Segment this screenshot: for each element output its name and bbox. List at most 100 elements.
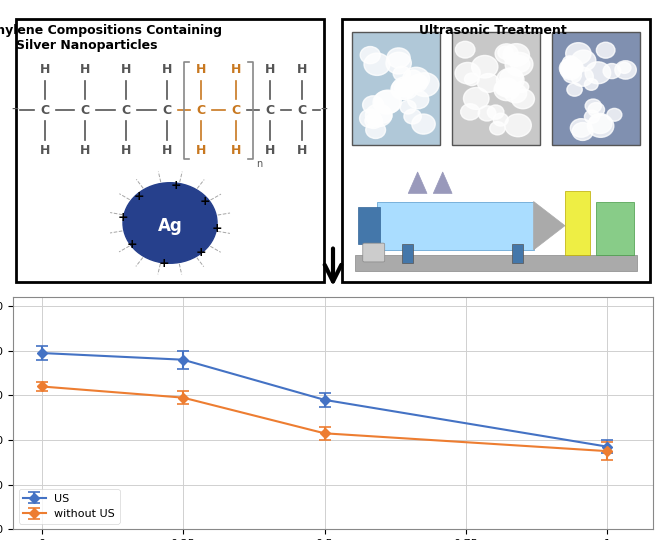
Circle shape	[143, 199, 188, 238]
Text: C: C	[163, 104, 171, 117]
Circle shape	[584, 110, 599, 123]
Circle shape	[373, 91, 400, 114]
Circle shape	[132, 191, 203, 252]
Circle shape	[567, 83, 582, 96]
FancyBboxPatch shape	[596, 201, 634, 255]
Circle shape	[585, 99, 601, 113]
Circle shape	[497, 68, 524, 92]
Circle shape	[360, 109, 381, 127]
Circle shape	[503, 44, 529, 66]
Circle shape	[494, 113, 508, 126]
FancyBboxPatch shape	[17, 19, 324, 282]
Circle shape	[374, 90, 402, 113]
Circle shape	[615, 60, 636, 79]
Text: H: H	[80, 144, 91, 157]
Text: H: H	[265, 144, 276, 157]
Circle shape	[408, 91, 429, 109]
Circle shape	[136, 194, 198, 247]
Text: Ultrasonic Treatment: Ultrasonic Treatment	[419, 24, 567, 37]
Circle shape	[148, 204, 180, 232]
Circle shape	[596, 42, 615, 58]
Circle shape	[364, 53, 390, 76]
Circle shape	[515, 81, 529, 92]
Circle shape	[387, 48, 410, 68]
Text: H: H	[121, 63, 131, 77]
Circle shape	[408, 75, 428, 92]
Circle shape	[154, 210, 170, 223]
Circle shape	[140, 197, 192, 241]
Polygon shape	[434, 172, 452, 193]
Circle shape	[135, 193, 200, 248]
Circle shape	[131, 190, 205, 253]
Circle shape	[392, 77, 418, 99]
Circle shape	[374, 108, 392, 123]
Text: Polyethylene Compositions Containing
Silver Nanoparticles: Polyethylene Compositions Containing Sil…	[0, 24, 222, 52]
Circle shape	[151, 206, 176, 228]
Circle shape	[589, 113, 612, 133]
Circle shape	[125, 184, 215, 261]
Text: +: +	[127, 238, 138, 251]
Circle shape	[394, 79, 416, 97]
Text: +: +	[118, 211, 129, 224]
Circle shape	[587, 114, 614, 137]
Text: H: H	[162, 144, 172, 157]
Polygon shape	[533, 201, 565, 250]
Circle shape	[563, 56, 577, 68]
Text: H: H	[230, 144, 241, 157]
Circle shape	[505, 52, 533, 76]
FancyBboxPatch shape	[552, 32, 640, 145]
Circle shape	[123, 183, 217, 264]
Text: C: C	[231, 104, 240, 117]
FancyBboxPatch shape	[352, 32, 440, 145]
Circle shape	[129, 188, 207, 255]
Circle shape	[456, 41, 475, 58]
Text: +: +	[159, 257, 169, 270]
Circle shape	[500, 68, 523, 87]
Text: +: +	[133, 190, 144, 202]
Text: H: H	[296, 63, 307, 77]
Text: H: H	[162, 63, 172, 77]
Circle shape	[403, 68, 430, 90]
Text: +: +	[199, 195, 210, 208]
Circle shape	[585, 78, 598, 90]
Circle shape	[152, 207, 174, 227]
Circle shape	[464, 87, 489, 110]
Circle shape	[561, 58, 583, 77]
Circle shape	[498, 46, 513, 59]
Circle shape	[496, 78, 518, 97]
Circle shape	[137, 195, 196, 245]
Text: H: H	[196, 63, 206, 77]
Text: +: +	[171, 179, 182, 192]
Circle shape	[410, 75, 428, 89]
Circle shape	[144, 200, 186, 237]
Text: –: –	[320, 103, 327, 117]
FancyBboxPatch shape	[355, 255, 637, 271]
Circle shape	[412, 114, 435, 134]
Text: C: C	[81, 104, 90, 117]
Circle shape	[157, 212, 166, 220]
Legend: US, without US: US, without US	[19, 489, 120, 524]
Circle shape	[588, 103, 605, 117]
Circle shape	[563, 67, 581, 83]
Circle shape	[488, 105, 504, 119]
Circle shape	[505, 114, 531, 137]
Circle shape	[495, 44, 518, 64]
Circle shape	[511, 89, 534, 109]
Circle shape	[603, 64, 621, 79]
Circle shape	[360, 46, 380, 64]
Circle shape	[561, 58, 582, 77]
Circle shape	[495, 80, 512, 96]
Text: Ag: Ag	[158, 217, 182, 235]
FancyBboxPatch shape	[363, 243, 385, 262]
FancyBboxPatch shape	[511, 245, 523, 264]
Text: +: +	[212, 222, 222, 235]
Text: H: H	[80, 63, 91, 77]
Circle shape	[133, 192, 202, 250]
Circle shape	[585, 62, 611, 84]
FancyBboxPatch shape	[342, 19, 649, 282]
Text: H: H	[296, 144, 307, 157]
Circle shape	[365, 113, 382, 129]
Text: H: H	[39, 63, 50, 77]
Circle shape	[362, 96, 384, 114]
Circle shape	[153, 208, 172, 225]
